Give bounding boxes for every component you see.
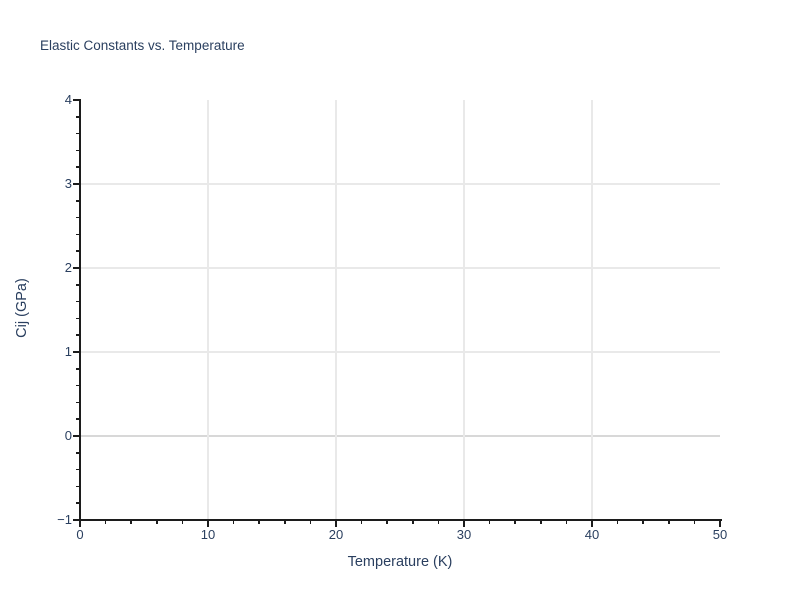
x-major-tick (335, 521, 337, 527)
y-tick-label: 0 (64, 428, 72, 443)
zero-gridline (80, 435, 720, 437)
x-minor-tick (642, 521, 644, 524)
y-minor-tick (75, 317, 79, 320)
y-axis-line (78, 99, 81, 521)
y-minor-tick (75, 452, 79, 454)
y-minor-tick (75, 132, 79, 135)
x-minor-tick (181, 521, 184, 524)
x-tick-label: 20 (328, 527, 344, 542)
x-minor-tick (309, 521, 312, 524)
x-minor-tick (156, 521, 158, 524)
x-major-tick (207, 521, 209, 527)
x-minor-tick (514, 521, 516, 524)
y-tick-label: 3 (64, 176, 72, 191)
x-minor-tick (437, 521, 440, 524)
x-minor-tick (488, 521, 491, 524)
x-tick-label: 10 (200, 527, 216, 542)
x-tick-label: 0 (76, 527, 84, 542)
x-tick-label: 40 (584, 527, 600, 542)
y-minor-tick (75, 401, 79, 404)
x-gridline (335, 100, 337, 520)
y-major-tick (72, 267, 79, 269)
y-minor-tick (75, 384, 79, 387)
y-minor-tick (75, 216, 79, 219)
y-minor-tick (75, 166, 79, 168)
y-minor-tick (75, 468, 79, 471)
x-major-tick (463, 521, 465, 527)
y-major-tick (72, 99, 79, 101)
y-minor-tick (75, 334, 79, 336)
x-minor-tick (540, 521, 542, 524)
x-gridline (591, 100, 593, 520)
y-tick-label: 2 (64, 260, 72, 275)
x-minor-tick (668, 521, 670, 524)
y-minor-tick (75, 284, 79, 286)
x-gridline (463, 100, 465, 520)
x-tick-label: 30 (456, 527, 472, 542)
y-major-tick (72, 351, 79, 353)
y-minor-tick (75, 485, 79, 488)
y-gridline (80, 183, 720, 185)
x-minor-tick (386, 521, 388, 524)
y-tick-label: −1 (57, 512, 72, 527)
x-major-tick (79, 521, 81, 527)
chart-title: Elastic Constants vs. Temperature (40, 38, 245, 53)
x-major-tick (591, 521, 593, 527)
y-minor-tick (75, 200, 79, 202)
x-minor-tick (232, 521, 235, 524)
x-minor-tick (565, 521, 568, 524)
y-tick-label: 1 (64, 344, 72, 359)
x-minor-tick (412, 521, 414, 524)
y-gridline (80, 351, 720, 353)
x-minor-tick (104, 521, 107, 524)
y-gridline (80, 267, 720, 269)
y-minor-tick (75, 250, 79, 252)
x-tick-label: 50 (712, 527, 728, 542)
x-axis-line (78, 519, 722, 521)
x-minor-tick (616, 521, 619, 524)
y-major-tick (72, 519, 79, 521)
y-minor-tick (75, 233, 79, 236)
y-major-tick (72, 183, 79, 185)
y-minor-tick (75, 418, 79, 420)
y-tick-label: 4 (64, 92, 72, 107)
x-major-tick (719, 521, 721, 527)
x-gridline (207, 100, 209, 520)
y-minor-tick (75, 368, 79, 370)
x-minor-tick (258, 521, 260, 524)
y-minor-tick (75, 300, 79, 303)
x-minor-tick (284, 521, 286, 524)
y-minor-tick (75, 502, 79, 504)
y-major-tick (72, 435, 79, 437)
y-minor-tick (75, 149, 79, 152)
x-minor-tick (693, 521, 696, 524)
y-minor-tick (75, 116, 79, 118)
x-minor-tick (360, 521, 363, 524)
x-minor-tick (130, 521, 132, 524)
x-axis-title: Temperature (K) (347, 554, 453, 570)
